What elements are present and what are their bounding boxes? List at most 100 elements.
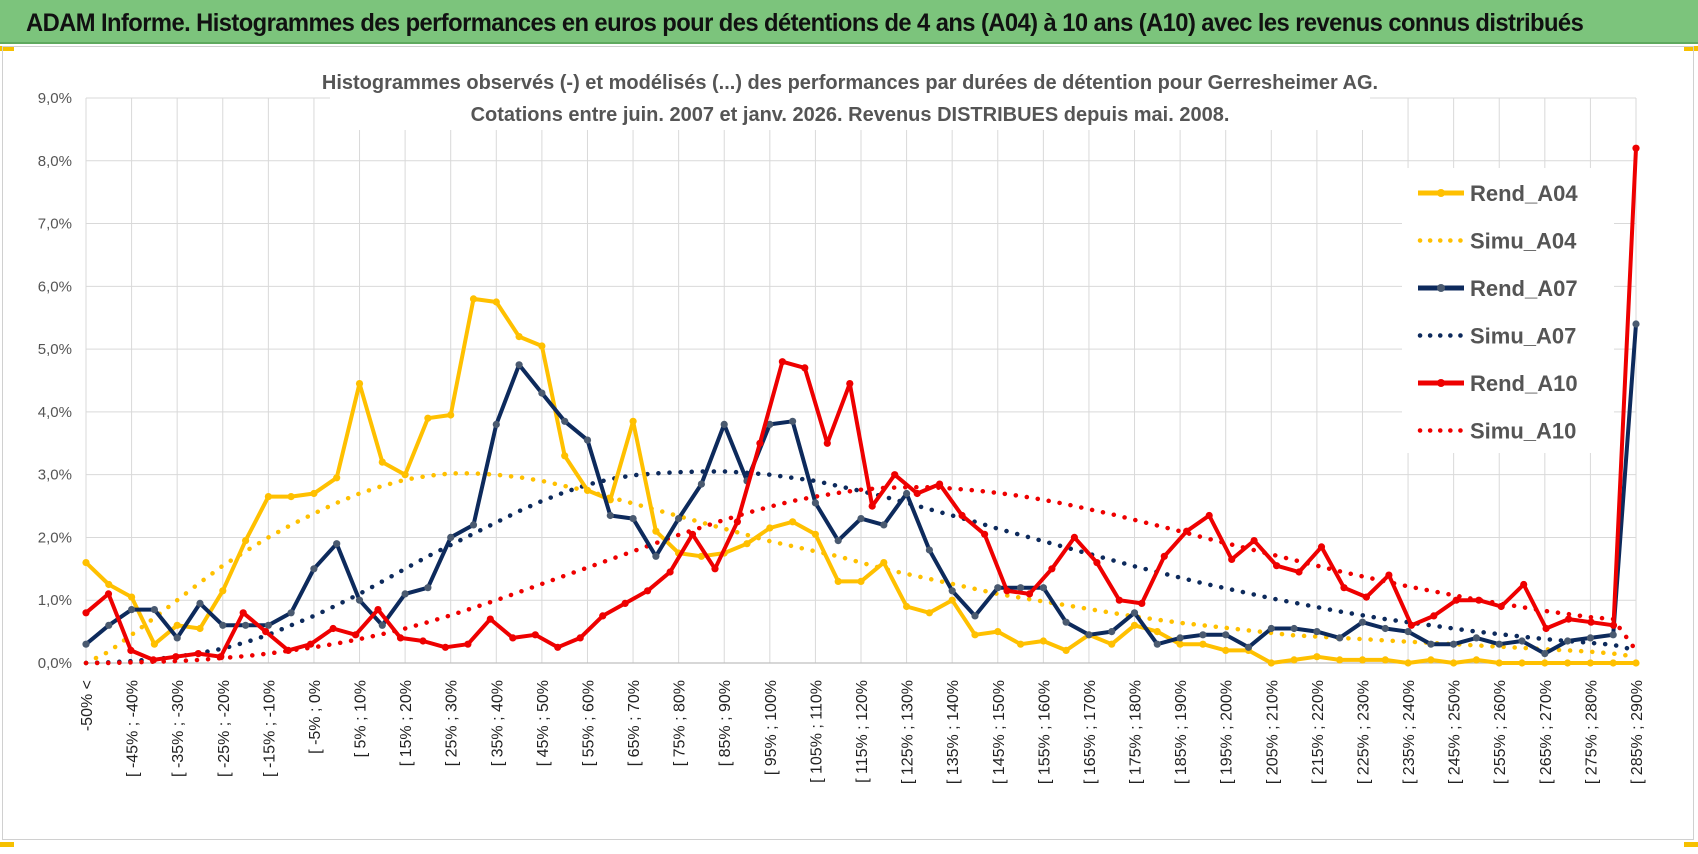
series-rend-a04-point: [264, 493, 272, 501]
series-rend-a07-point: [1039, 584, 1047, 592]
series-rend-a10-point: [239, 609, 247, 617]
series-rend-a07-point: [948, 587, 956, 595]
legend-background: [1402, 168, 1614, 453]
y-tick-label: 8,0%: [38, 153, 72, 170]
series-rend-a10-point: [1407, 621, 1415, 629]
series-rend-a04-point: [105, 580, 113, 589]
series-rend-a10-point: [531, 631, 539, 639]
x-tick-label: [ 125% ; 130%: [900, 680, 917, 784]
series-rend-a10-point: [1632, 144, 1640, 152]
series-rend-a07-point: [1062, 618, 1070, 626]
series-rend-a10-point: [1565, 615, 1573, 623]
series-rend-a10-point: [1273, 562, 1281, 570]
legend-marker-rend-a04: [1437, 189, 1445, 197]
series-rend-a07-point: [333, 540, 341, 548]
series-rend-a04-point: [1313, 653, 1321, 661]
series-rend-a07-point: [1108, 628, 1116, 636]
series-rend-a10-point: [352, 631, 360, 639]
series-rend-a04-point: [1541, 659, 1549, 667]
series-rend-a10-point: [1070, 533, 1078, 542]
series-rend-a07-point: [401, 590, 409, 598]
series-rend-a07-point: [1313, 628, 1321, 636]
series-rend-a04-point: [1586, 659, 1594, 667]
series-rend-a07-point: [766, 420, 774, 428]
series-rend-a04-point: [811, 530, 820, 538]
x-tick-label: [ 205% ; 210%: [1264, 680, 1281, 784]
series-rend-a10-point: [1609, 621, 1618, 629]
series-rend-a07-point: [105, 621, 113, 629]
series-rend-a04-point: [82, 559, 90, 567]
series-rend-a10-point: [1452, 596, 1460, 604]
series-lines: [82, 144, 1640, 667]
series-rend-a04-point: [971, 631, 979, 639]
series-rend-a10-point: [846, 380, 854, 388]
series-rend-a07-point: [447, 533, 455, 542]
y-tick-label: 5,0%: [38, 341, 72, 358]
series-rend-a07-point: [1358, 618, 1367, 626]
series-rend-a10-point: [1160, 552, 1168, 560]
series-rend-a04-point: [1017, 640, 1025, 648]
series-rend-a04-point: [1062, 646, 1070, 655]
series-rend-a04-point: [173, 621, 181, 629]
series-rend-a10-point: [1183, 527, 1191, 535]
series-rend-a04-point: [1176, 640, 1184, 648]
legend-marker-rend-a10: [1437, 379, 1445, 387]
series-rend-a07-point: [789, 417, 797, 425]
series-rend-a04-point: [1336, 656, 1344, 664]
series-rend-a07-point: [1244, 643, 1253, 651]
series-rend-a10-point: [194, 650, 202, 658]
series-rend-a07-point: [1336, 634, 1344, 642]
series-rend-a10-point: [307, 640, 315, 648]
legend-marker-rend-a07: [1437, 284, 1445, 292]
y-tick-label: 9,0%: [38, 90, 72, 107]
series-rend-a10-point: [1362, 593, 1370, 601]
corner-mark-bottom-right: [1684, 842, 1698, 847]
series-rend-a07-point: [1199, 631, 1207, 639]
series-rend-a07-point: [219, 621, 227, 629]
series-rend-a07-point: [561, 417, 569, 425]
series-rend-a07-point: [355, 596, 364, 604]
series-rend-a04-point: [766, 524, 774, 532]
y-axis-ticks: 0,0% 1,0% 2,0% 3,0% 4,0% 5,0% 6,0% 7,0% 8,0% 9,0%: [38, 90, 72, 672]
series-rend-a07-point: [1564, 637, 1572, 645]
series-simu-a10-line: [83, 484, 1639, 666]
series-rend-a04-point: [789, 518, 797, 526]
x-tick-label: [ 235% ; 240%: [1401, 680, 1418, 784]
series-rend-a07-point: [834, 537, 842, 545]
series-rend-a10-line: [84, 148, 1638, 662]
legend-label-simu-a04: Simu_A04: [1470, 229, 1577, 254]
series-rend-a10-point: [1317, 543, 1326, 551]
series-rend-a10-point: [1003, 587, 1011, 595]
series-rend-a07-point: [811, 499, 820, 507]
series-rend-a10-point: [1295, 568, 1303, 576]
series-rend-a04-point: [561, 452, 569, 460]
series-rend-a04-point: [1130, 621, 1139, 629]
x-tick-label: [ 165% ; 170%: [1082, 680, 1099, 784]
series-rend-a07-point: [173, 634, 181, 642]
series-rend-a04-point: [128, 593, 136, 601]
series-rend-a07-point: [1381, 624, 1389, 633]
series-rend-a07-point: [424, 584, 432, 592]
x-tick-label: [ 195% ; 200%: [1219, 680, 1236, 784]
series-rend-a04-point: [1108, 640, 1116, 648]
x-axis-ticks: -50% < [ -45% ; -40% [ -35% ; -30% [ -25% ;…: [79, 680, 1646, 784]
series-rend-a07-point: [857, 515, 865, 523]
series-rend-a07-point: [1609, 631, 1617, 639]
series-rend-a07-point: [492, 420, 500, 428]
series-rend-a10-point: [509, 634, 517, 642]
series-rend-a10-point: [329, 624, 337, 633]
series-rend-a10-point: [756, 439, 764, 447]
series-rend-a10-point: [1250, 537, 1258, 545]
series-rend-a04-point: [492, 298, 500, 306]
series-rend-a10-point: [576, 634, 584, 642]
series-rend-a04-point: [834, 577, 842, 586]
series-rend-a04-point: [219, 587, 227, 595]
series-rend-a04-point: [1290, 656, 1298, 664]
x-tick-label: [ -35% ; -30%: [170, 680, 187, 777]
series-rend-a10-point: [733, 518, 742, 526]
series-rend-a10-point: [1093, 559, 1101, 567]
series-rend-a10-point: [396, 634, 405, 642]
series-rend-a04-point: [310, 489, 318, 498]
chart-subtitle: Cotations entre juin. 2007 et janv. 2026…: [471, 104, 1230, 126]
